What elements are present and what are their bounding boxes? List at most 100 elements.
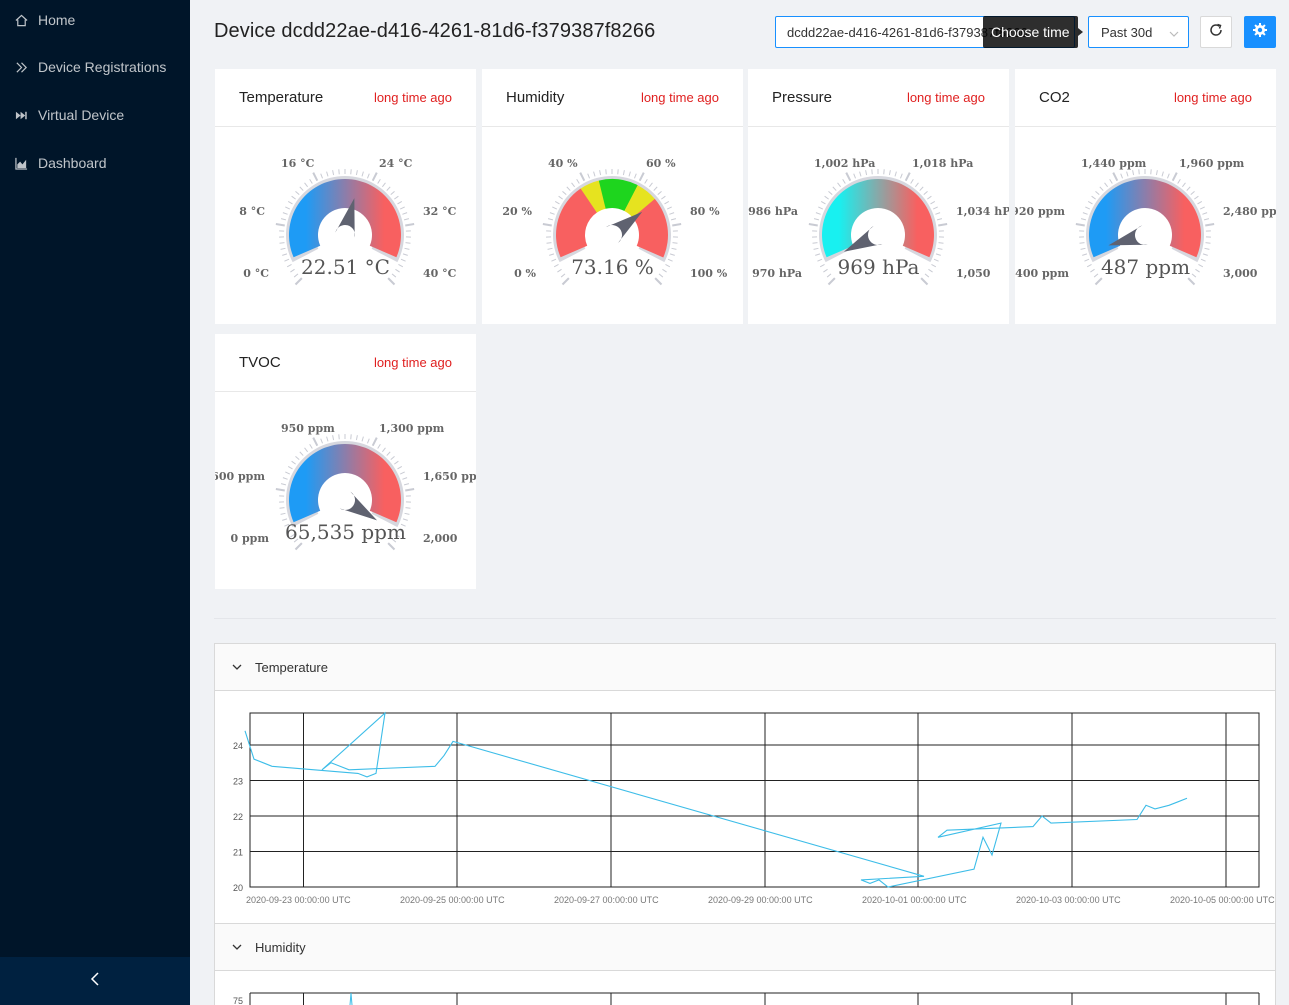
card-title: CO2 (1039, 89, 1070, 106)
sidebar-item-virtual-device[interactable]: Virtual Device (0, 95, 190, 135)
gauge-value: 969 hPa (837, 255, 920, 279)
chevron-down-icon (1169, 27, 1179, 37)
sidebar-item-device-registrations[interactable]: Device Registrations (0, 47, 190, 87)
x-tick-label: 2020-09-29 00:00:00 UTC (708, 895, 813, 905)
gauge-tick-label: 20 % (502, 205, 532, 218)
sidebar-item-label: Home (38, 12, 76, 28)
gauge-card-temperature: Temperature long time ago 0 °C 8 °C 16 °C 24… (215, 69, 476, 324)
gauge-tick-label: 986 hPa (748, 205, 798, 218)
temperature-chart: 20 21 22 23 24 2020-09-23 00:00:00 UTC 2020-09… (233, 711, 1275, 905)
gauge-tick-label: 32 °C (423, 205, 457, 218)
card-status: long time ago (906, 90, 985, 105)
gauge-tick-label: 24 °C (379, 157, 413, 170)
gauge-tick-label: 1,300 ppm (379, 422, 445, 435)
gauge-arc (289, 179, 401, 258)
chevron-down-icon (231, 661, 243, 673)
home-icon (14, 13, 28, 27)
gauge: 0 % 20 % 40 % 60 % 80 % 100 % 73.16 % (482, 127, 743, 324)
card-title: Pressure (772, 89, 833, 106)
gauge-tick-label: 60 % (646, 157, 676, 170)
sidebar-collapse-button[interactable] (0, 957, 190, 1005)
time-range-value: Past 30d (1101, 24, 1153, 40)
fast-forward-icon (14, 108, 28, 122)
sidebar-item-dashboard[interactable]: Dashboard (0, 143, 190, 183)
x-tick-label: 2020-09-23 00:00:00 UTC (246, 895, 351, 905)
card-status: long time ago (373, 355, 452, 370)
gauge-card-pressure: Pressure long time ago 970 hPa 986 hPa 1,00… (748, 69, 1009, 324)
card-title: Humidity (506, 89, 565, 106)
panel-header-temperature[interactable]: Temperature (214, 643, 1276, 691)
panel-title: Humidity (255, 939, 306, 955)
gauge-dial (1075, 169, 1215, 286)
gear-icon (1252, 22, 1268, 43)
gauge-ticks (808, 169, 948, 286)
panel-body-temperature: 20 21 22 23 24 2020-09-23 00:00:00 UTC 2020-09… (214, 691, 1276, 923)
sidebar-item-label: Device Registrations (38, 59, 167, 75)
gauge-tick-label: 0 ppm (230, 532, 269, 545)
gauge-card-co2: CO2 long time ago 400 ppm 920 ppm 1,440 ppm… (1015, 69, 1276, 324)
plot-frame (249, 712, 1260, 888)
settings-button[interactable] (1244, 16, 1276, 48)
gauge: 0 ppm 600 ppm 950 ppm 1,300 ppm 1,650 ppm 2,0… (215, 392, 476, 589)
gauge-tick-label: 950 ppm (281, 422, 335, 435)
x-tick-label: 2020-09-27 00:00:00 UTC (554, 895, 659, 905)
gauge-band (632, 198, 668, 258)
sidebar-item-label: Dashboard (38, 155, 107, 171)
gauge-value: 22.51 °C (301, 255, 390, 279)
gauge-tick-label: 400 ppm (1015, 267, 1069, 280)
gauge-needle (843, 226, 883, 252)
area-chart-icon (14, 156, 28, 170)
gauge-value: 65,535 ppm (285, 520, 406, 544)
gauge-tick-label: 1,002 hPa (814, 157, 876, 170)
gauge-card-tvoc: TVOC long time ago 0 ppm 600 ppm 950 ppm 1,3… (215, 334, 476, 589)
gauge-tick-label: 2,000 (423, 532, 458, 545)
gauge-arc (1089, 179, 1201, 258)
gauge-ticks (275, 169, 415, 286)
card-status: long time ago (373, 90, 452, 105)
gauge-tick-label: 8 °C (239, 205, 265, 218)
chevron-left-icon (90, 971, 100, 991)
card-title: TVOC (239, 354, 281, 371)
temperature-series-line (244, 711, 1188, 888)
gauge-ticks (275, 434, 415, 551)
sidebar: Home Device Registrations Virtual Device… (0, 0, 190, 1005)
gauge-tick-label: 970 hPa (752, 267, 802, 280)
x-tick-label: 2020-10-01 00:00:00 UTC (862, 895, 967, 905)
page-title: Device dcdd22ae-d416-4261-81d6-f379387f8… (214, 20, 656, 42)
sidebar-item-label: Virtual Device (38, 107, 125, 123)
gauge-value: 73.16 % (571, 255, 654, 279)
gauge-dial (808, 169, 948, 286)
gauge-tick-label: 40 °C (423, 267, 457, 280)
y-tick-label: 22 (233, 812, 243, 822)
divider (214, 618, 1276, 619)
x-tick-label: 2020-09-25 00:00:00 UTC (400, 895, 505, 905)
sidebar-item-home[interactable]: Home (0, 0, 190, 40)
double-chevron-icon (14, 60, 28, 74)
gauge-band (580, 180, 606, 213)
time-range-select[interactable]: Past 30d (1088, 16, 1189, 48)
gauge-ticks (542, 169, 682, 286)
gauge-tick-label: 40 % (548, 157, 578, 170)
gauge-value: 487 ppm (1100, 255, 1191, 279)
y-tick-label: 23 (233, 776, 243, 786)
gauge-tick-label: 1,034 hPa (956, 205, 1009, 218)
gauge-needle (335, 198, 356, 238)
panel-header-humidity[interactable]: Humidity (214, 923, 1276, 971)
x-tick-label: 2020-10-03 00:00:00 UTC (1016, 895, 1121, 905)
gauge: 970 hPa 986 hPa 1,002 hPa 1,018 hPa 1,034 hP… (748, 127, 1009, 324)
panel-body-humidity: 75 (214, 971, 1276, 1005)
card-title: Temperature (239, 89, 324, 106)
refresh-button[interactable] (1200, 16, 1232, 48)
card-status: long time ago (1173, 90, 1252, 105)
gauge-tick-label: 1,440 ppm (1081, 157, 1147, 170)
card-status: long time ago (640, 90, 719, 105)
y-tick-label: 75 (233, 996, 243, 1005)
gauge-tick-label: 3,000 (1223, 267, 1258, 280)
gauge-card-humidity: Humidity long time ago 0 % 20 % 40 % 60 % 80 … (482, 69, 743, 324)
gauge-dial (275, 434, 415, 551)
x-tick-label: 2020-10-05 00:00:00 UTC (1170, 895, 1275, 905)
gauge-band (624, 185, 656, 218)
gauge-tick-label: 0 % (514, 267, 536, 280)
gauge-dial (275, 169, 415, 286)
gauge-tick-label: 1,960 ppm (1179, 157, 1245, 170)
